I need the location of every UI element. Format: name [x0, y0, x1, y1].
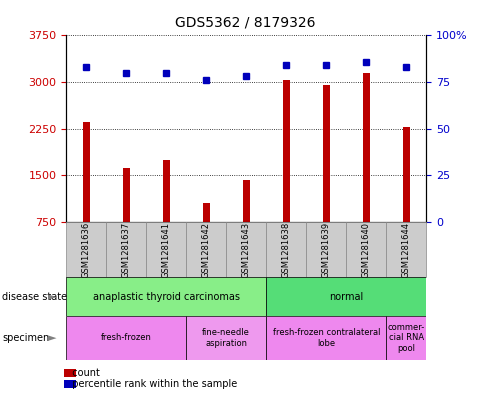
Text: specimen: specimen — [2, 333, 49, 343]
Text: GSM1281644: GSM1281644 — [402, 222, 411, 277]
Bar — [82, 123, 90, 222]
Bar — [346, 222, 386, 277]
Text: GSM1281640: GSM1281640 — [362, 222, 371, 277]
Text: fresh-frozen: fresh-frozen — [101, 334, 151, 342]
Text: ►: ► — [48, 333, 56, 343]
Bar — [266, 316, 386, 360]
Bar — [226, 222, 266, 277]
Bar — [322, 84, 330, 222]
Bar — [266, 277, 426, 316]
Text: count: count — [66, 368, 100, 378]
Bar — [186, 222, 226, 277]
Text: GSM1281641: GSM1281641 — [162, 222, 171, 277]
Bar — [202, 204, 210, 222]
Bar — [106, 222, 146, 277]
Bar — [306, 222, 346, 277]
Bar — [386, 316, 426, 360]
Text: GDS5362 / 8179326: GDS5362 / 8179326 — [175, 16, 315, 30]
Bar — [122, 168, 130, 222]
Bar — [146, 222, 186, 277]
Bar — [163, 160, 170, 222]
Bar — [266, 222, 306, 277]
Bar — [66, 222, 106, 277]
Text: fine-needle
aspiration: fine-needle aspiration — [202, 328, 250, 348]
Text: GSM1281636: GSM1281636 — [82, 221, 91, 278]
Bar — [403, 127, 410, 222]
Text: GSM1281638: GSM1281638 — [282, 221, 291, 278]
Text: ►: ► — [48, 292, 56, 302]
Text: percentile rank within the sample: percentile rank within the sample — [66, 379, 237, 389]
Bar — [386, 222, 426, 277]
Text: GSM1281643: GSM1281643 — [242, 222, 251, 277]
Bar — [363, 73, 370, 222]
Text: commer-
cial RNA
pool: commer- cial RNA pool — [388, 323, 425, 353]
Bar — [243, 180, 250, 222]
Text: GSM1281637: GSM1281637 — [122, 221, 131, 278]
Text: disease state: disease state — [2, 292, 68, 302]
Text: GSM1281639: GSM1281639 — [322, 222, 331, 277]
Text: anaplastic thyroid carcinomas: anaplastic thyroid carcinomas — [93, 292, 240, 302]
Bar — [283, 80, 290, 222]
Bar — [66, 277, 266, 316]
Bar — [66, 316, 186, 360]
Text: GSM1281642: GSM1281642 — [202, 222, 211, 277]
Text: fresh-frozen contralateral
lobe: fresh-frozen contralateral lobe — [272, 328, 380, 348]
Bar — [186, 316, 266, 360]
Text: normal: normal — [329, 292, 364, 302]
